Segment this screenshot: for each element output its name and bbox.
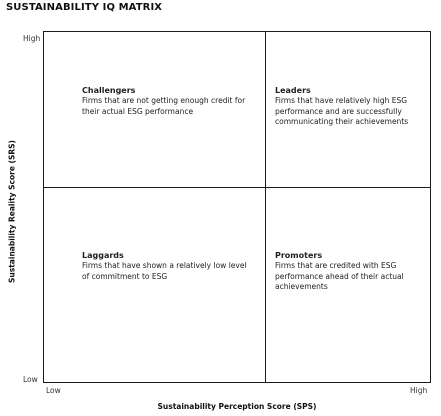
quadrant-laggards-title: Laggards: [82, 251, 124, 260]
quadrant-challengers-title: Challengers: [82, 86, 136, 95]
y-axis-low-label: Low: [23, 375, 38, 384]
quadrant-promoters-title: Promoters: [275, 251, 323, 260]
x-axis-low-label: Low: [46, 386, 61, 395]
quadrant-promoters-description: Firms that are credited with ESG perform…: [275, 261, 404, 291]
quadrant-leaders-description: Firms that have relatively high ESG perf…: [275, 96, 409, 126]
matrix-grid: Challengers Firms that are not getting e…: [43, 31, 431, 383]
y-axis-label: Sustainability Reality Score (SRS): [7, 140, 17, 283]
quadrant-laggards: Laggards Firms that have shown a relativ…: [82, 250, 252, 282]
quadrant-leaders: Leaders Firms that have relatively high …: [275, 85, 425, 128]
quadrant-challengers: Challengers Firms that are not getting e…: [82, 85, 252, 117]
quadrant-promoters: Promoters Firms that are credited with E…: [275, 250, 425, 293]
horizontal-divider: [44, 187, 430, 188]
quadrant-challengers-description: Firms that are not getting enough credit…: [82, 96, 246, 116]
quadrant-laggards-description: Firms that have shown a relatively low l…: [82, 261, 247, 281]
y-axis-high-label: High: [23, 34, 41, 43]
vertical-divider: [265, 32, 266, 382]
diagram-title: SUSTAINABILITY IQ MATRIX: [6, 2, 163, 13]
x-axis-high-label: High: [410, 386, 428, 395]
quadrant-leaders-title: Leaders: [275, 86, 311, 95]
x-axis-label: Sustainability Perception Score (SPS): [157, 402, 317, 411]
